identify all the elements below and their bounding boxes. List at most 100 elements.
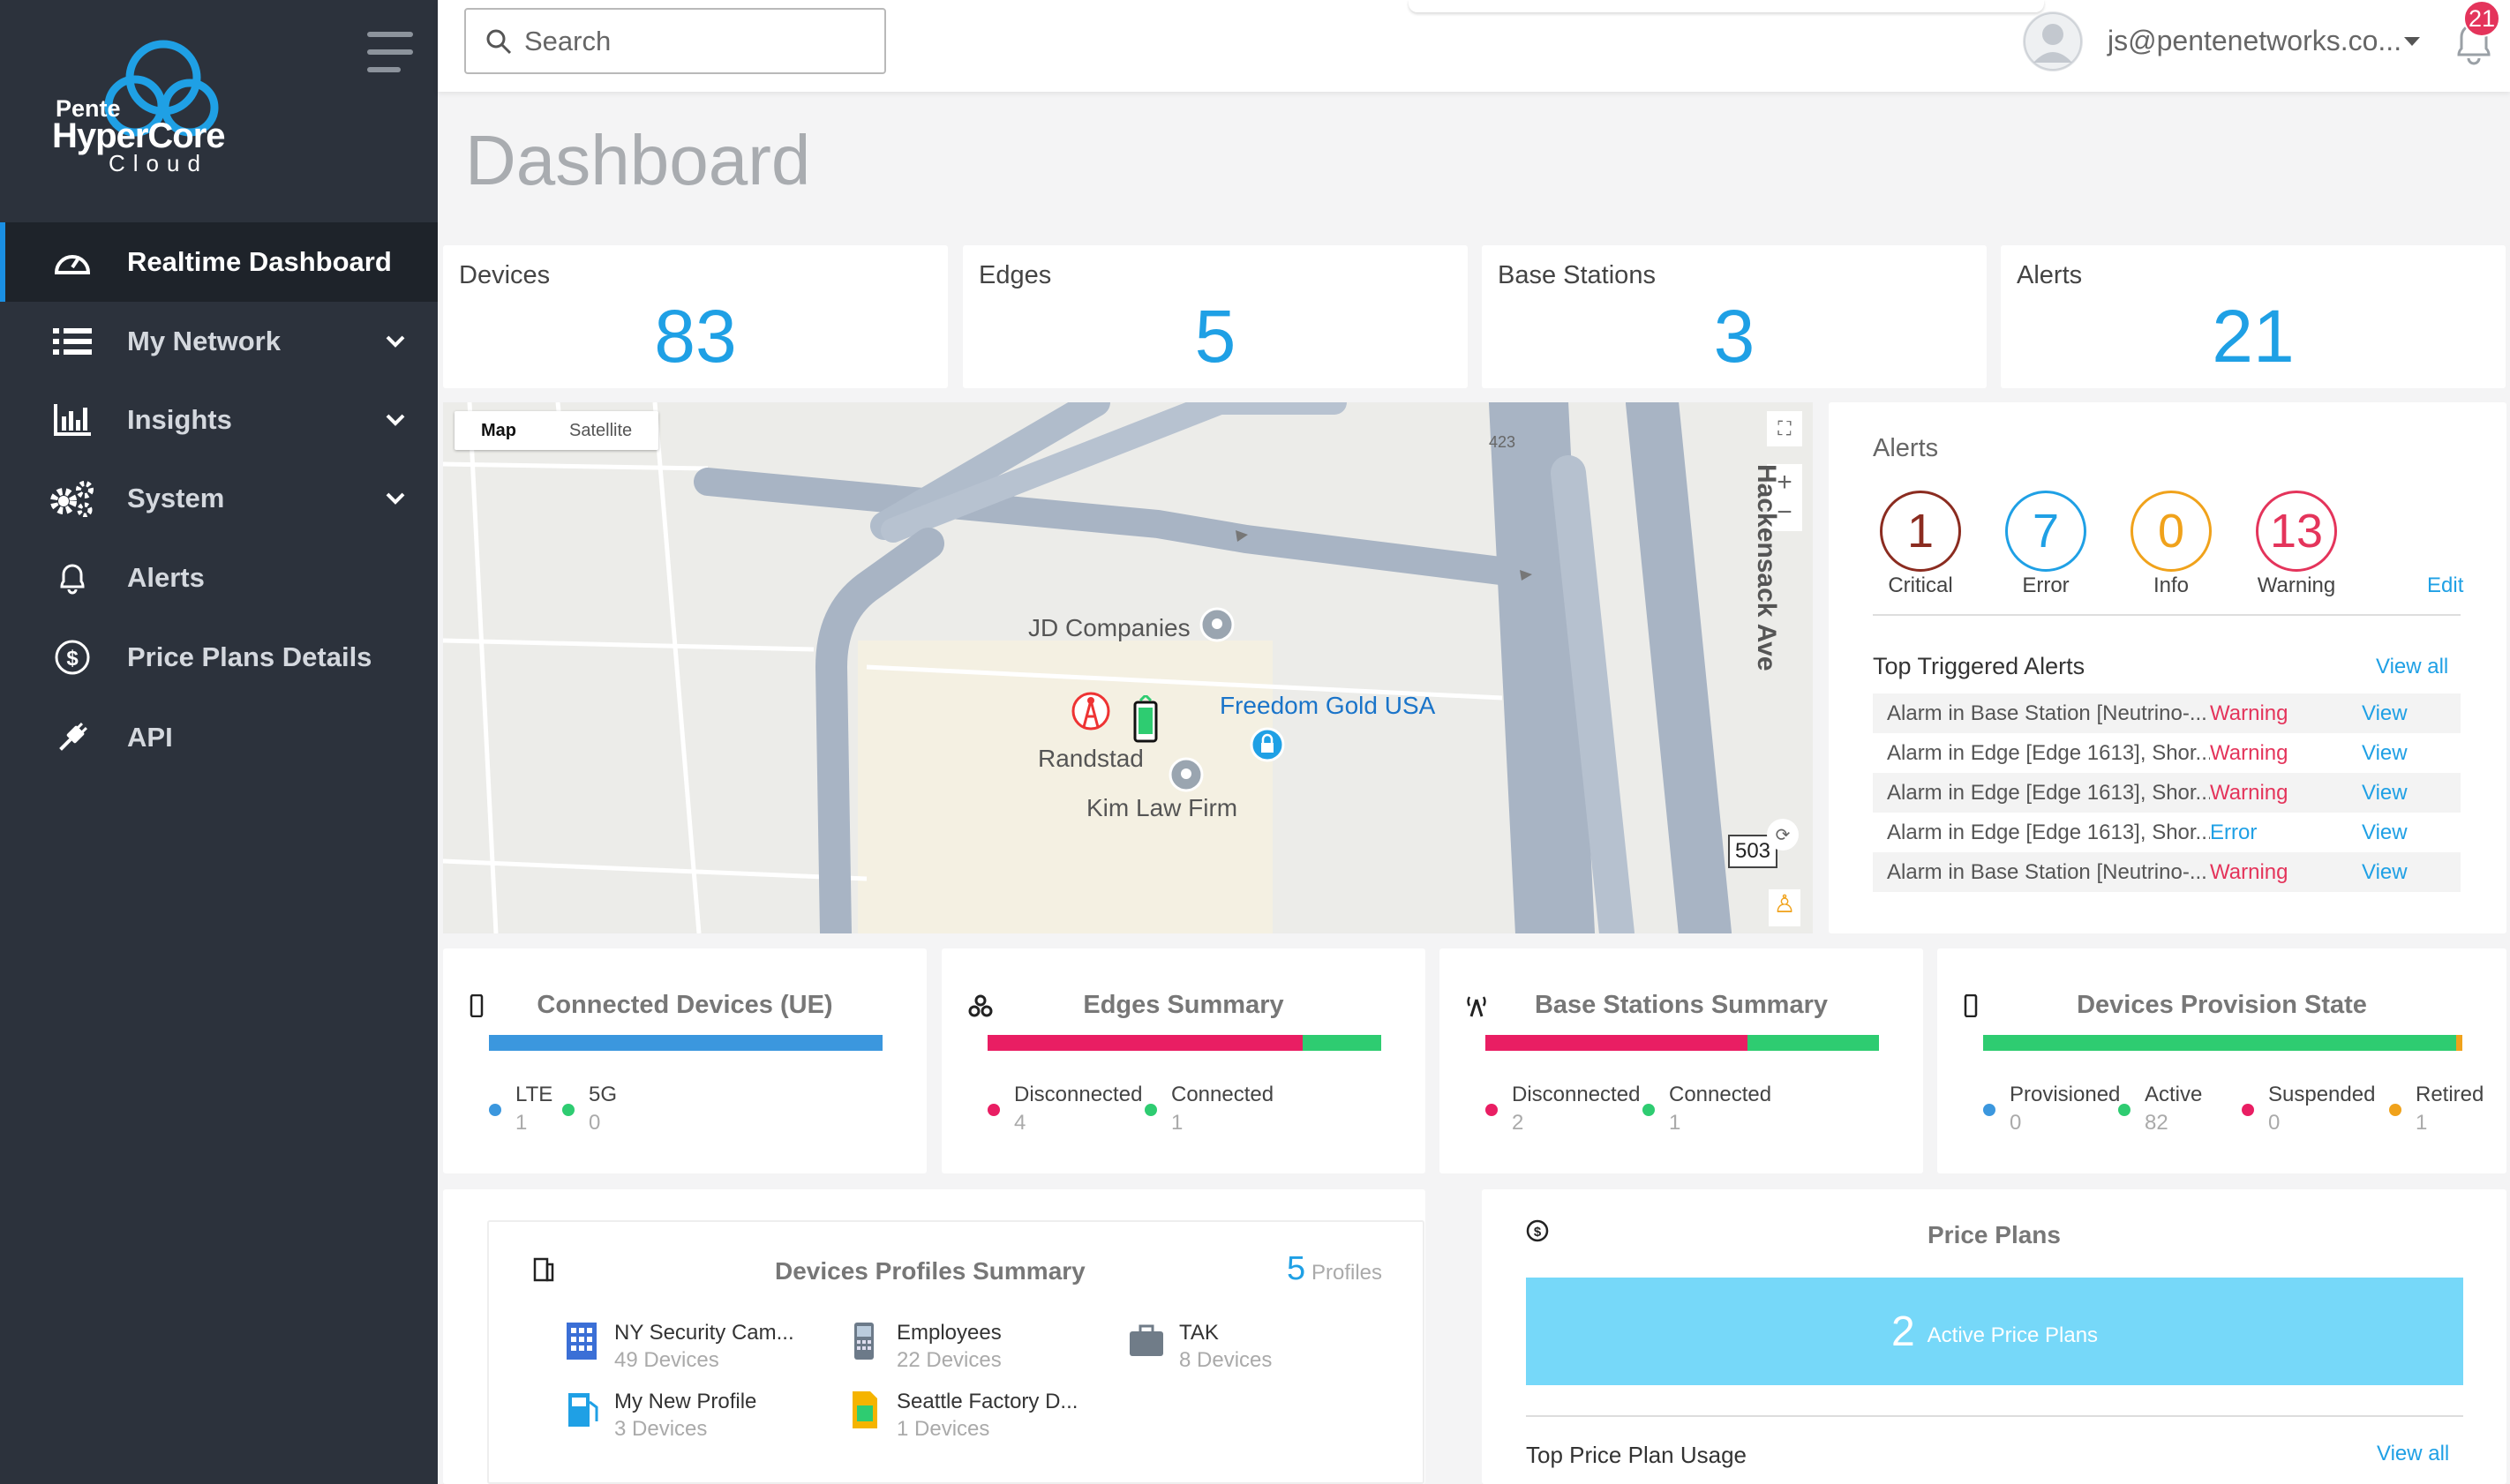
error-count[interactable]: 7 <box>2005 491 2086 572</box>
edges-summary-card[interactable]: Edges Summary Disconnected 4 Connected 1 <box>942 948 1425 1173</box>
map-tab[interactable]: Map <box>481 421 516 440</box>
base-stations-summary-card[interactable]: Base Stations Summary Disconnected 2 Conne… <box>1439 948 1923 1173</box>
fullscreen-icon[interactable]: ⛶ <box>1767 411 1802 446</box>
lock-pin-icon[interactable] <box>1248 725 1287 769</box>
provision-state-card[interactable]: Devices Provision State Provisioned 0 Acti… <box>1937 948 2506 1173</box>
alert-row[interactable]: Alarm in Edge [Edge 1613], Shor... Warnin… <box>1873 773 2461 813</box>
avatar[interactable] <box>2023 11 2083 71</box>
alert-message: Alarm in Base Station [Neutrino-... <box>1887 859 2207 884</box>
profile-item[interactable]: My New Profile 3 Devices <box>563 1390 756 1442</box>
poi-randstad[interactable]: Randstad <box>1038 745 1144 772</box>
user-email[interactable]: js@pentenetworks.co... <box>2108 25 2402 56</box>
legend-label: Connected <box>1171 1083 1274 1106</box>
poi-kim-law-firm[interactable]: Kim Law Firm <box>1086 794 1238 821</box>
view-alert-link[interactable]: View <box>2362 740 2408 765</box>
legend-value: 1 <box>515 1111 528 1135</box>
search-input[interactable] <box>524 25 860 57</box>
alert-row[interactable]: Alarm in Edge [Edge 1613], Shor... Warnin… <box>1873 733 2461 773</box>
stat-card-alerts[interactable]: Alerts 21 <box>2001 245 2506 388</box>
stat-card-edges[interactable]: Edges 5 <box>963 245 1468 388</box>
view-alert-link[interactable]: View <box>2362 859 2408 884</box>
profile-name: Employees <box>897 1321 1002 1345</box>
search-icon <box>486 29 512 54</box>
connected-devices-card[interactable]: Connected Devices (UE) LTE 1 5G 0 <box>443 948 927 1173</box>
menu-toggle-button[interactable] <box>367 32 413 81</box>
bell-icon <box>46 560 99 596</box>
legend-value: 4 <box>1014 1111 1026 1135</box>
warning-count[interactable]: 13 <box>2256 491 2337 572</box>
profiles-count-label: Profiles <box>1311 1261 1383 1285</box>
alert-row[interactable]: Alarm in Base Station [Neutrino-... Warni… <box>1873 852 2461 892</box>
caret-down-icon[interactable] <box>2404 37 2420 46</box>
profile-item[interactable]: Employees 22 Devices <box>845 1321 1002 1373</box>
pegman-icon[interactable]: ♙ <box>1769 889 1800 926</box>
alert-severity: Warning <box>2210 780 2288 805</box>
alert-severity: Warning <box>2210 701 2288 725</box>
nav-price-plans-details[interactable]: $ Price Plans Details <box>0 618 438 697</box>
nav-my-network[interactable]: My Network <box>0 302 438 381</box>
phone-icon <box>1964 993 1978 1022</box>
legend-value: 0 <box>2010 1111 2022 1135</box>
search-box[interactable] <box>464 8 886 74</box>
progress-bar <box>988 1035 1381 1051</box>
view-all-price-plans-link[interactable]: View all <box>2377 1442 2450 1465</box>
profile-item[interactable]: NY Security Cam... 49 Devices <box>563 1321 794 1373</box>
nav-insights[interactable]: Insights <box>0 380 438 460</box>
alert-row[interactable]: Alarm in Edge [Edge 1613], Shor... Error V… <box>1873 813 2461 852</box>
view-alert-link[interactable]: View <box>2362 701 2408 725</box>
map-view[interactable]: 423 Map Satellite ⛶ + − Hackensack Ave 50… <box>443 402 1813 933</box>
alert-row[interactable]: Alarm in Base Station [Neutrino-... Warni… <box>1873 693 2461 733</box>
nav-system[interactable]: System <box>0 459 438 538</box>
critical-count[interactable]: 1 <box>1880 491 1961 572</box>
card-title: Connected Devices (UE) <box>537 991 833 1019</box>
nav-label: Realtime Dashboard <box>127 246 392 277</box>
profiles-summary-card: Devices Profiles Summary 5 Profiles NY S… <box>487 1220 1424 1484</box>
brand-line1: Pente <box>56 95 121 122</box>
poi-jd-companies[interactable]: JD Companies <box>1028 614 1191 641</box>
active-plans-count: 2 <box>1890 1308 1915 1355</box>
view-all-alerts-link[interactable]: View all <box>2376 655 2449 678</box>
user-silhouette-icon <box>2024 12 2082 71</box>
zoom-in-icon[interactable]: + <box>1777 468 1792 497</box>
profile-name: My New Profile <box>614 1390 757 1413</box>
alert-severity: Warning <box>2210 740 2288 765</box>
card-title: Devices Provision State <box>2077 991 2367 1019</box>
svg-text:$: $ <box>66 647 79 671</box>
list-icon <box>46 326 99 356</box>
device-marker-icon[interactable] <box>1128 695 1163 748</box>
legend-item: Suspended 0 <box>2268 1083 2375 1135</box>
legend-item: Retired 1 <box>2416 1083 2484 1135</box>
map-pin-icon[interactable] <box>1167 755 1206 799</box>
edges-icon <box>968 994 993 1022</box>
active-price-plans-banner[interactable]: 2 Active Price Plans <box>1526 1278 2463 1385</box>
rotate-icon[interactable]: ⟳ <box>1767 819 1799 851</box>
profile-name: Seattle Factory D... <box>897 1390 1078 1413</box>
view-alert-link[interactable]: View <box>2362 820 2408 844</box>
chevron-down-icon <box>378 414 413 426</box>
nav-api[interactable]: API <box>0 698 438 777</box>
info-count[interactable]: 0 <box>2130 491 2212 572</box>
briefcase-icon <box>1128 1321 1165 1361</box>
view-alert-link[interactable]: View <box>2362 780 2408 805</box>
error-label: Error <box>2022 573 2070 597</box>
base-station-marker-icon[interactable] <box>1070 692 1112 738</box>
legend-label: Connected <box>1669 1083 1772 1106</box>
legend-item: Active 82 <box>2145 1083 2202 1135</box>
stat-value: 3 <box>1713 295 1755 378</box>
satellite-tab[interactable]: Satellite <box>569 421 633 440</box>
pente-hypercore-logo[interactable]: Pente HyperCore Cloud <box>49 26 243 176</box>
profile-card-icon <box>533 1257 554 1286</box>
legend-label: LTE <box>515 1083 553 1106</box>
stat-card-base-stations[interactable]: Base Stations 3 <box>1482 245 1987 388</box>
profile-item[interactable]: TAK 8 Devices <box>1128 1321 1272 1373</box>
profile-item[interactable]: Seattle Factory D... 1 Devices <box>845 1390 1078 1442</box>
profile-devices: 8 Devices <box>1179 1348 1273 1372</box>
nav-realtime-dashboard[interactable]: Realtime Dashboard <box>0 222 438 302</box>
poi-freedom-gold[interactable]: Freedom Gold USA <box>1220 692 1436 719</box>
legend-dot <box>562 1104 575 1116</box>
edit-link[interactable]: Edit <box>2427 573 2464 597</box>
map-pin-icon[interactable] <box>1198 605 1236 649</box>
zoom-out-icon[interactable]: − <box>1777 498 1792 527</box>
stat-card-devices[interactable]: Devices 83 <box>443 245 948 388</box>
nav-alerts[interactable]: Alerts <box>0 538 438 618</box>
